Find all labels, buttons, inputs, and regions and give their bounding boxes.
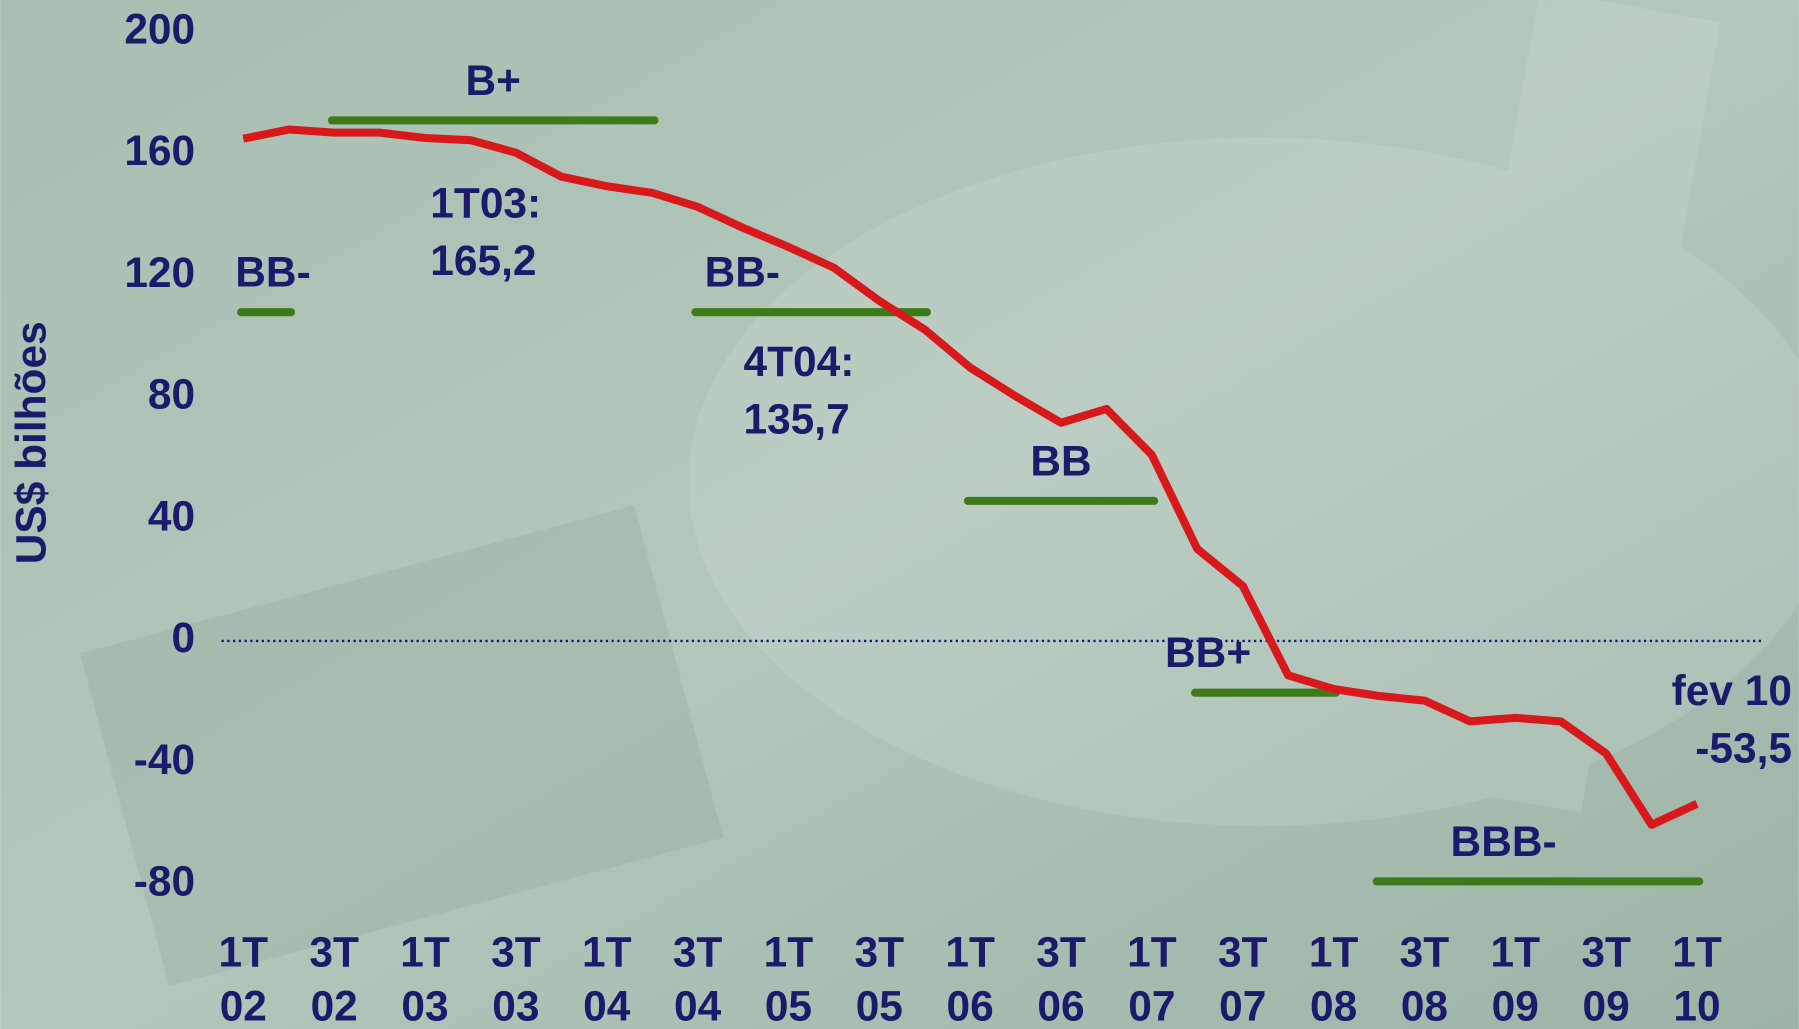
- rating-label: BB: [1030, 437, 1091, 484]
- annotation: 1T03:: [430, 180, 541, 227]
- annotation: 4T04:: [743, 338, 854, 385]
- annotation: 165,2: [430, 237, 536, 284]
- page: {"chart_data": { "type": "line", "y_labe…: [0, 0, 1799, 1029]
- y-tick-label: 40: [148, 492, 195, 539]
- y-tick-label: 0: [172, 614, 196, 661]
- rating-label: BB-: [705, 249, 780, 296]
- rating-label: BBB-: [1451, 818, 1557, 865]
- chart: US$ bilhões 20016012080400-40-801T023T02…: [0, 0, 1799, 1029]
- y-tick-label: 80: [148, 371, 195, 418]
- annotation: 135,7: [743, 395, 849, 442]
- y-tick-label: 160: [124, 127, 195, 174]
- y-tick-label: -40: [134, 736, 195, 783]
- annotation: fev 10: [1672, 667, 1792, 714]
- rating-label: BB-: [235, 249, 310, 296]
- y-tick-label: 120: [124, 249, 195, 296]
- y-tick-label: -80: [134, 858, 195, 905]
- annotation: -53,5: [1695, 725, 1792, 772]
- rating-label: BB+: [1165, 629, 1251, 676]
- y-axis-label: US$ bilhões: [8, 321, 55, 564]
- y-tick-label: 200: [124, 5, 195, 52]
- rating-label: B+: [465, 57, 520, 104]
